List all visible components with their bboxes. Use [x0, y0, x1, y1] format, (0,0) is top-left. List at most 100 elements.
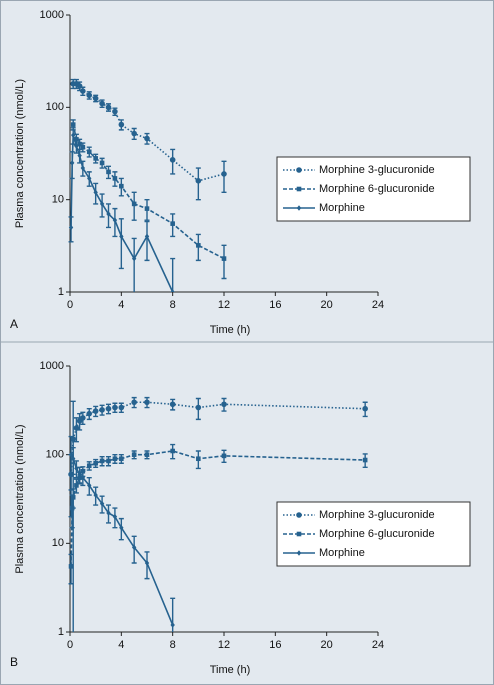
marker	[195, 404, 202, 411]
marker	[86, 410, 93, 417]
marker	[112, 513, 118, 520]
marker	[93, 189, 98, 196]
marker	[105, 104, 112, 111]
y-axis-label: Plasma concentration (nmol/L)	[14, 424, 26, 573]
marker	[80, 88, 86, 94]
marker	[296, 550, 302, 556]
marker	[131, 255, 137, 262]
marker	[80, 474, 86, 481]
marker	[77, 152, 82, 159]
marker	[169, 157, 176, 163]
marker	[296, 205, 302, 211]
plot-area	[68, 396, 368, 632]
marker	[93, 492, 98, 498]
marker	[86, 149, 92, 155]
marker	[93, 156, 98, 161]
error-bar	[70, 400, 76, 632]
marker	[99, 201, 105, 207]
marker	[80, 165, 86, 171]
marker	[170, 289, 175, 292]
marker	[76, 83, 83, 89]
x-tick-label: 16	[269, 299, 281, 311]
marker	[69, 160, 75, 166]
marker	[87, 175, 92, 182]
marker	[80, 415, 86, 421]
error-bar	[131, 191, 137, 221]
marker	[196, 456, 201, 462]
marker	[77, 471, 82, 478]
marker	[144, 206, 150, 211]
marker	[99, 500, 105, 507]
x-tick-label: 12	[218, 299, 230, 311]
x-axis-label: Time (h)	[210, 664, 251, 676]
marker	[144, 135, 150, 142]
y-tick-label: 10	[52, 537, 64, 549]
marker	[131, 452, 137, 457]
x-tick-label: 20	[321, 299, 333, 311]
marker	[221, 401, 227, 408]
y-tick-label: 1	[58, 626, 64, 638]
x-tick-label: 4	[118, 639, 124, 651]
legend-label: Morphine 6-glucuronide	[319, 183, 435, 195]
marker	[144, 399, 150, 406]
marker	[106, 169, 111, 175]
marker	[74, 137, 79, 142]
marker	[99, 407, 105, 413]
marker	[195, 178, 202, 184]
marker	[296, 531, 302, 537]
legend-label: Morphine 3-glucuronide	[319, 509, 435, 521]
marker	[296, 167, 302, 173]
x-tick-label: 8	[170, 639, 176, 651]
x-tick-label: 16	[269, 639, 281, 651]
legend-label: Morphine 6-glucuronide	[319, 528, 435, 540]
x-tick-label: 0	[67, 299, 73, 311]
y-tick-label: 1000	[40, 360, 64, 372]
marker	[80, 144, 86, 150]
y-tick-label: 1000	[40, 9, 64, 21]
y-tick-label: 100	[46, 449, 64, 461]
marker	[221, 171, 227, 177]
marker	[170, 221, 175, 226]
marker	[106, 510, 111, 516]
marker	[131, 130, 137, 137]
marker	[170, 448, 175, 454]
marker	[99, 458, 105, 464]
error-bar	[68, 553, 74, 585]
marker	[92, 408, 99, 414]
error-bar	[195, 167, 201, 201]
marker	[362, 457, 368, 463]
y-tick-label: 10	[52, 194, 64, 206]
legend-label: Morphine	[319, 202, 365, 214]
x-tick-label: 20	[321, 639, 333, 651]
error-bar	[68, 435, 74, 491]
marker	[112, 404, 118, 411]
marker	[70, 436, 77, 442]
marker	[106, 458, 111, 464]
error-bar	[131, 237, 137, 292]
marker	[112, 108, 118, 115]
x-tick-label: 24	[372, 299, 384, 311]
marker	[106, 211, 111, 217]
marker	[118, 404, 125, 411]
error-bar	[144, 220, 150, 262]
marker	[119, 456, 124, 462]
marker	[169, 401, 176, 408]
marker	[70, 495, 76, 500]
marker	[296, 512, 302, 518]
legend-label: Morphine	[319, 547, 365, 559]
panel-label: A	[10, 317, 18, 331]
marker	[119, 524, 124, 531]
plot-area	[68, 78, 227, 292]
error-bar	[118, 218, 124, 270]
marker	[131, 201, 137, 207]
x-tick-label: 8	[170, 299, 176, 311]
legend-label: Morphine 3-glucuronide	[319, 164, 435, 176]
error-bar	[221, 244, 227, 280]
marker	[68, 564, 74, 569]
marker	[86, 463, 92, 469]
marker	[112, 217, 118, 223]
panel-label: B	[10, 655, 18, 669]
marker	[196, 243, 201, 248]
